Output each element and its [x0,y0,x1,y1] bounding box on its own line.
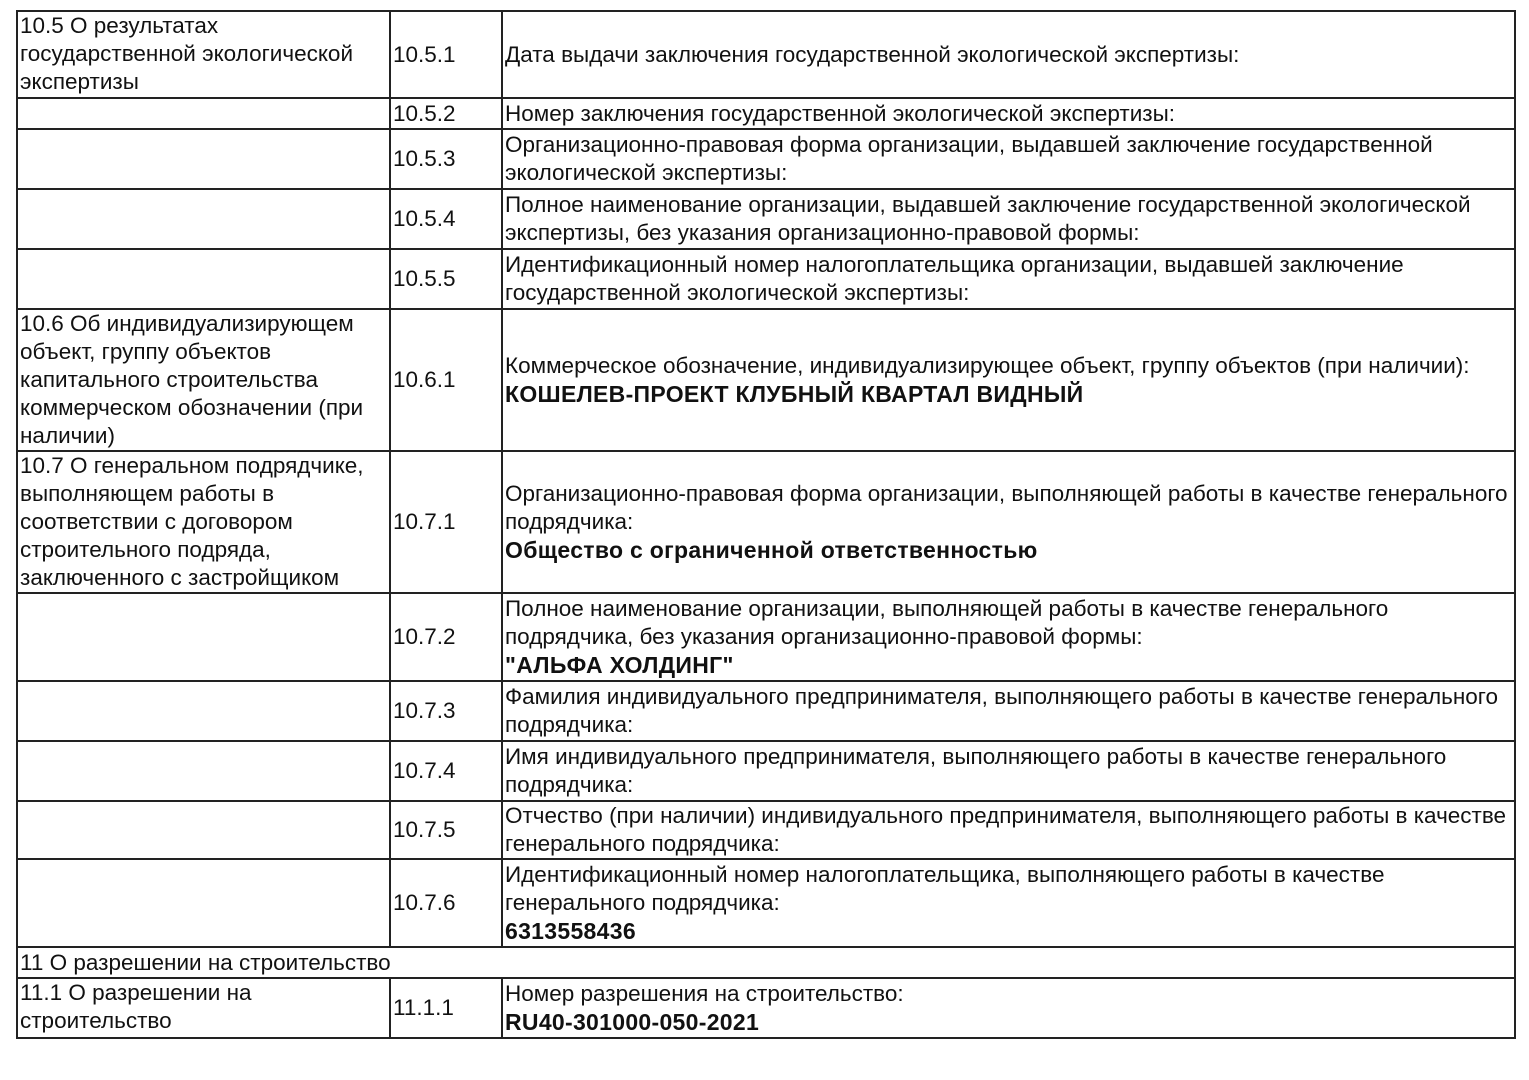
field-label: Фамилия индивидуального предпринимателя,… [505,684,1499,737]
field-value: 6313558436 [505,918,636,944]
field-value: RU40-301000-050-2021 [505,1009,760,1035]
field-cell: Полное наименование организации, выдавше… [501,188,1516,250]
section-cell [16,592,391,682]
field-label: Идентификационный номер налогоплательщик… [505,252,1404,305]
section-header-row: 11 О разрешении на строительство [16,946,1516,979]
section-cell [16,128,391,190]
field-cell: Организационно-правовая форма организаци… [501,450,1516,594]
field-label: Коммерческое обозначение, индивидуализир… [505,353,1470,378]
section-cell: 11.1 О разрешении на строительство [16,977,391,1039]
table-row: 10.6 Об индивидуализирующем объект, груп… [16,308,1516,452]
code-cell: 10.7.1 [389,450,503,594]
field-label: Номер разрешения на строительство: [505,981,904,1006]
code-cell: 10.5.4 [389,188,503,250]
section-cell [16,248,391,310]
field-label: Полное наименование организации, выдавше… [505,192,1471,245]
section-cell [16,97,391,130]
section-cell [16,188,391,250]
field-label: Организационно-правовая форма организаци… [505,481,1508,534]
field-cell: Организационно-правовая форма организаци… [501,128,1516,190]
code-cell: 10.7.3 [389,680,503,742]
field-label: Организационно-правовая форма организаци… [505,132,1433,185]
field-cell: Номер разрешения на строительство: RU40-3… [501,977,1516,1039]
field-label: Дата выдачи заключения государственной э… [505,41,1240,67]
code-cell: 10.7.2 [389,592,503,682]
section-cell: 10.6 Об индивидуализирующем объект, груп… [16,308,391,452]
table-row: 10.5.2 Номер заключения государственной э… [16,97,1516,130]
field-cell: Коммерческое обозначение, индивидуализир… [501,308,1516,452]
section-cell [16,740,391,802]
table-row: 10.5.5 Идентификационный номер налогоплат… [16,248,1516,310]
section-cell [16,858,391,948]
code-cell: 10.5.3 [389,128,503,190]
section-title: 11 О разрешении на строительство [16,946,1516,979]
field-label: Номер заключения государственной экологи… [505,100,1176,126]
table-row: 10.5.3 Организационно-правовая форма орга… [16,128,1516,190]
table-row: 10.7.4 Имя индивидуального предпринимател… [16,740,1516,802]
field-value: Общество с ограниченной ответственностью [505,537,1038,563]
table-row: 10.5.4 Полное наименование организации, в… [16,188,1516,250]
section-cell: 10.7 О генеральном подрядчике, выполняющ… [16,450,391,594]
field-cell: Полное наименование организации, выполня… [501,592,1516,682]
section-cell: 10.5 О результатах государственной эколо… [16,10,391,99]
table-row: 10.7.6 Идентификационный номер налогоплат… [16,858,1516,948]
field-value: "АЛЬФА ХОЛДИНГ" [505,652,734,678]
field-label: Отчество (при наличии) индивидуального п… [505,803,1507,856]
field-label: Идентификационный номер налогоплательщик… [505,862,1385,915]
field-cell: Имя индивидуального предпринимателя, вып… [501,740,1516,802]
code-cell: 11.1.1 [389,977,503,1039]
code-cell: 10.7.6 [389,858,503,948]
section-cell [16,680,391,742]
code-cell: 10.5.2 [389,97,503,130]
field-cell: Идентификационный номер налогоплательщик… [501,858,1516,948]
table-row: 10.7.2 Полное наименование организации, в… [16,592,1516,682]
table-row: 10.7 О генеральном подрядчике, выполняющ… [16,450,1516,594]
field-value: КОШЕЛЕВ-ПРОЕКТ КЛУБНЫЙ КВАРТАЛ ВИДНЫЙ [505,381,1084,407]
code-cell: 10.7.4 [389,740,503,802]
table-row: 11.1 О разрешении на строительство 11.1.1… [16,977,1516,1039]
project-declaration-table: 10.5 О результатах государственной эколо… [16,10,1516,1039]
table-row: 10.7.5 Отчество (при наличии) индивидуаль… [16,800,1516,860]
field-label: Имя индивидуального предпринимателя, вып… [505,744,1447,797]
field-cell: Отчество (при наличии) индивидуального п… [501,800,1516,860]
field-cell: Фамилия индивидуального предпринимателя,… [501,680,1516,742]
field-cell: Номер заключения государственной экологи… [501,97,1516,130]
table-row: 10.7.3 Фамилия индивидуального предприним… [16,680,1516,742]
field-label: Полное наименование организации, выполня… [505,596,1389,649]
table-row: 10.5 О результатах государственной эколо… [16,10,1516,99]
field-cell: Дата выдачи заключения государственной э… [501,10,1516,99]
code-cell: 10.5.5 [389,248,503,310]
section-cell [16,800,391,860]
code-cell: 10.7.5 [389,800,503,860]
code-cell: 10.6.1 [389,308,503,452]
field-cell: Идентификационный номер налогоплательщик… [501,248,1516,310]
code-cell: 10.5.1 [389,10,503,99]
